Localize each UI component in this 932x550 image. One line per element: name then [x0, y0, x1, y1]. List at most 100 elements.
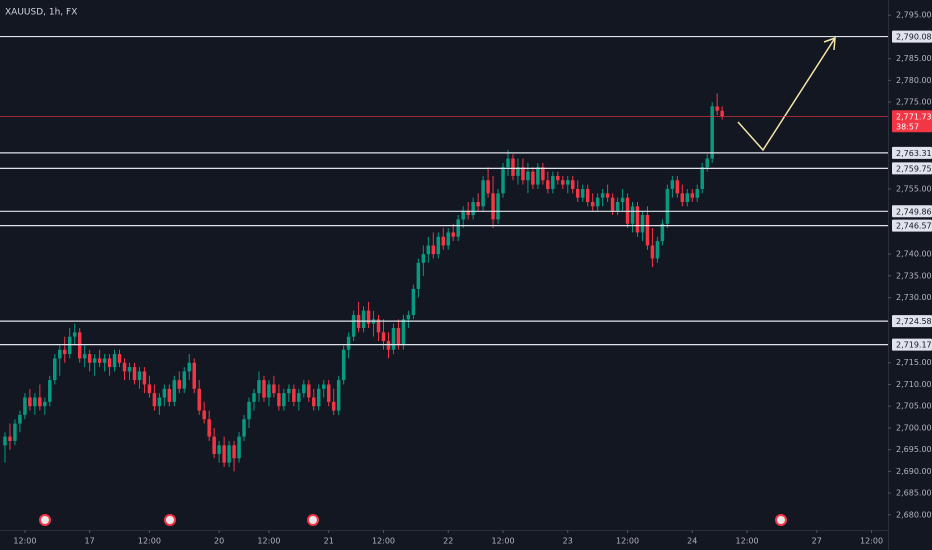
candle-body	[242, 419, 246, 437]
candle-body	[117, 354, 122, 363]
candle-body	[660, 223, 665, 242]
candle-body	[551, 175, 555, 189]
x-tick-label: 12:00	[736, 537, 759, 546]
y-tick-label: 2,755.00	[896, 184, 932, 193]
candle-body	[28, 397, 32, 407]
x-tick-label: 12:00	[13, 537, 36, 546]
candle-body	[187, 362, 191, 372]
candle-body	[351, 314, 356, 337]
level-label: 2,746.57	[896, 222, 932, 231]
candle-body	[3, 436, 7, 446]
event-icon[interactable]	[39, 514, 51, 526]
candle-body	[182, 371, 187, 389]
y-tick-label: 2,710.00	[896, 380, 932, 389]
candle-body	[486, 180, 490, 194]
candle-body	[630, 206, 635, 224]
candle-body	[287, 388, 291, 394]
candle-body	[690, 193, 695, 198]
candle-body	[122, 362, 127, 372]
event-icon[interactable]	[307, 514, 319, 526]
candle-body	[655, 241, 660, 259]
candle-body	[670, 180, 675, 189]
candle-body	[496, 193, 500, 220]
level-label: 2,790.08	[896, 33, 932, 42]
candle-body	[546, 180, 550, 189]
candle-body	[172, 380, 177, 402]
candle-body	[580, 188, 585, 198]
candle-body	[77, 332, 82, 359]
level-label-bg	[892, 146, 932, 159]
x-tick-label: 27	[812, 537, 822, 546]
candle-body	[207, 419, 211, 437]
y-tick-label: 2,730.00	[896, 293, 932, 302]
arrow-head	[823, 36, 836, 51]
candle-body	[381, 332, 386, 342]
y-tick-label: 2,695.00	[896, 445, 932, 454]
candle-body	[590, 202, 595, 207]
candle-body	[431, 245, 436, 255]
candle-body	[197, 388, 201, 411]
candle-body	[282, 393, 286, 407]
candle-body	[456, 219, 460, 237]
candle-body	[426, 245, 431, 255]
candle-body	[566, 180, 570, 185]
candle-body	[501, 167, 505, 194]
candle-body	[232, 445, 236, 459]
candle-body	[63, 349, 67, 355]
y-tick-label: 2,735.00	[896, 271, 932, 280]
candle-body	[695, 188, 699, 198]
candle-body	[192, 362, 196, 389]
y-tick-label: 2,680.00	[896, 510, 932, 519]
candle-body	[570, 180, 575, 189]
candle-body	[317, 388, 321, 407]
candle-body	[336, 380, 341, 411]
event-icon[interactable]	[164, 514, 176, 526]
candle-body	[92, 358, 97, 363]
candle-body	[321, 384, 326, 389]
candle-body	[401, 319, 406, 346]
y-tick-label: 2,780.00	[896, 76, 932, 85]
symbol-title: XAUUSD, 1h, FX	[5, 8, 77, 18]
candle-body	[531, 171, 535, 185]
candle-body	[297, 393, 301, 402]
candle-body	[700, 167, 704, 189]
candle-body	[541, 167, 545, 181]
candle-body	[585, 188, 590, 203]
candle-body	[620, 197, 625, 203]
event-icon[interactable]	[775, 514, 787, 526]
candle-body	[292, 388, 296, 402]
x-tick-label: 22	[443, 537, 453, 546]
candle-body	[710, 106, 714, 159]
x-tick-label: 21	[324, 537, 334, 546]
candle-body	[312, 397, 316, 407]
candle-body	[625, 197, 630, 224]
y-tick-label: 2,690.00	[896, 467, 932, 476]
candle-body	[650, 245, 655, 259]
candle-body	[556, 175, 560, 181]
candle-body	[247, 401, 251, 420]
candle-body	[361, 310, 366, 328]
candle-body	[506, 158, 510, 168]
candle-body	[705, 158, 709, 168]
level-label: 2,719.17	[896, 341, 932, 350]
last-price-tag-bg	[892, 110, 932, 133]
last-price-label: 2,771.73	[896, 112, 932, 121]
candle-body	[237, 436, 241, 459]
candle-body	[536, 167, 540, 185]
candle-body	[326, 384, 331, 402]
event-icons	[39, 514, 787, 526]
candle-body	[18, 414, 22, 424]
candle-body	[645, 215, 650, 246]
y-tick-label: 2,775.00	[896, 98, 932, 107]
candle-body	[72, 332, 77, 337]
candle-body	[476, 202, 480, 207]
candle-body	[33, 397, 37, 407]
candle-body	[67, 336, 72, 355]
candle-body	[516, 167, 520, 176]
level-label-bg	[892, 205, 932, 218]
candle-body	[436, 236, 441, 255]
candle-body	[132, 367, 137, 381]
candle-body	[82, 354, 87, 359]
candle-body	[561, 180, 565, 185]
